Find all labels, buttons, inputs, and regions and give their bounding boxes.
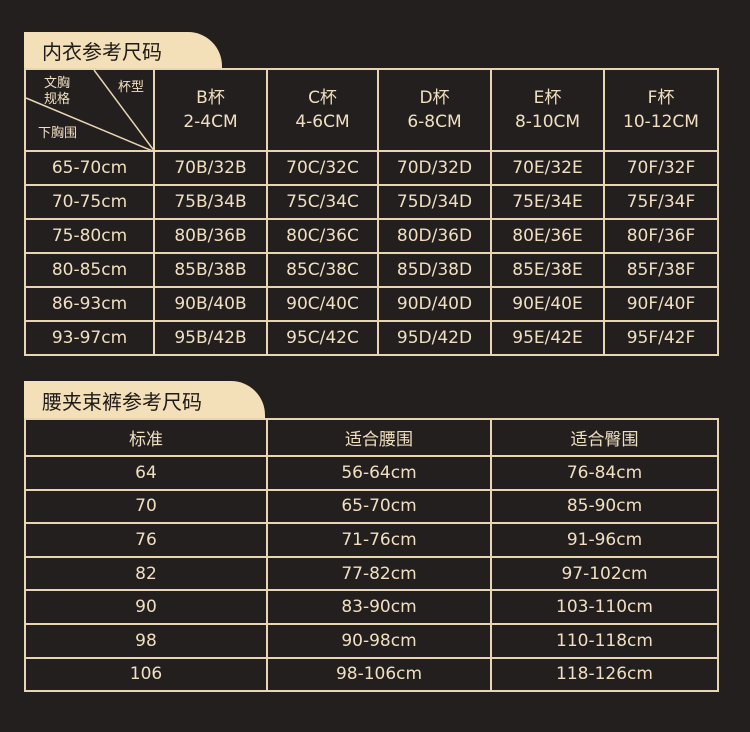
table-cell: 64 bbox=[24, 455, 268, 491]
table-cell: 75-80cm bbox=[24, 218, 155, 254]
table-cell: 83-90cm bbox=[266, 589, 492, 625]
corner-header-cell: 文胸 规格 杯型 下胸围 bbox=[24, 68, 155, 152]
table-cell: 97-102cm bbox=[490, 555, 719, 592]
table-row: 65-70cm 70B/32B 70C/32C 70D/32D 70E/32E 70F/3… bbox=[24, 150, 719, 186]
table-cell: 85D/38D bbox=[377, 252, 492, 288]
table-cell: 90 bbox=[24, 589, 268, 625]
table-cell: 76 bbox=[24, 522, 268, 558]
table-row: 106 98-106cm 118-126cm bbox=[24, 656, 719, 693]
table-cell: 82 bbox=[24, 555, 268, 592]
corner-spec-label: 文胸 规格 bbox=[44, 76, 71, 107]
table-cell: 80B/36B bbox=[153, 218, 268, 254]
table-cell: 91-96cm bbox=[490, 522, 719, 558]
table-cell: 75B/34B bbox=[153, 184, 268, 220]
table-row: 70 65-70cm 85-90cm bbox=[24, 488, 719, 525]
cup-header: E杯 8-10CM bbox=[490, 68, 605, 152]
table-cell: 80C/36C bbox=[266, 218, 379, 254]
table-row: 90 83-90cm 103-110cm bbox=[24, 589, 719, 625]
table-cell: 95F/42F bbox=[603, 320, 719, 356]
table-cell: 70E/32E bbox=[490, 150, 605, 186]
table-row: 98 90-98cm 110-118cm bbox=[24, 622, 719, 659]
table-cell: 75D/34D bbox=[377, 184, 492, 220]
table-cell: 80-85cm bbox=[24, 252, 155, 288]
table-cell: 70B/32B bbox=[153, 150, 268, 186]
table-cell: 86-93cm bbox=[24, 286, 155, 322]
corner-underbust-label: 下胸围 bbox=[38, 126, 78, 141]
table-row: 70-75cm 75B/34B 75C/34C 75D/34D 75E/34E 75F/3… bbox=[24, 184, 719, 220]
table-cell: 70F/32F bbox=[603, 150, 719, 186]
cup-range: 10-12CM bbox=[623, 112, 699, 132]
table-cell: 98-106cm bbox=[266, 656, 492, 693]
table-row: 80-85cm 85B/38B 85C/38C 85D/38D 85E/38E 85F/3… bbox=[24, 252, 719, 288]
table-cell: 71-76cm bbox=[266, 522, 492, 558]
table-cell: 95E/42E bbox=[490, 320, 605, 356]
cup-header: F杯 10-12CM bbox=[603, 68, 719, 152]
shapewear-size-table: 标准 适合腰围 适合臀围 64 56-64cm 76-84cm 70 65-70cm 85-90… bbox=[24, 418, 719, 693]
bra-size-table: 文胸 规格 杯型 下胸围 B杯 2-4CM C杯 4-6CM D杯 6-8CM E杯 8-10… bbox=[24, 68, 719, 356]
cup-name: C杯 bbox=[308, 88, 337, 108]
table-cell: 95D/42D bbox=[377, 320, 492, 356]
table-row: 86-93cm 90B/40B 90C/40C 90D/40D 90E/40E 90F/4… bbox=[24, 286, 719, 322]
column-header: 标准 bbox=[24, 418, 268, 457]
cup-name: D杯 bbox=[419, 88, 450, 108]
table-cell: 103-110cm bbox=[490, 589, 719, 625]
table-cell: 70C/32C bbox=[266, 150, 379, 186]
table-cell: 70D/32D bbox=[377, 150, 492, 186]
table-cell: 90C/40C bbox=[266, 286, 379, 322]
table-row: 82 77-82cm 97-102cm bbox=[24, 555, 719, 592]
table-row: 64 56-64cm 76-84cm bbox=[24, 455, 719, 491]
cup-name: B杯 bbox=[196, 88, 225, 108]
column-header: 适合臀围 bbox=[490, 418, 719, 457]
cup-range: 6-8CM bbox=[407, 112, 462, 132]
cup-name: F杯 bbox=[647, 88, 675, 108]
table-cell: 90F/40F bbox=[603, 286, 719, 322]
table-cell: 70 bbox=[24, 488, 268, 525]
table-cell: 90D/40D bbox=[377, 286, 492, 322]
diagonal-lines bbox=[27, 71, 152, 149]
column-header: 适合腰围 bbox=[266, 418, 492, 457]
table-cell: 118-126cm bbox=[490, 656, 719, 693]
table-cell: 75E/34E bbox=[490, 184, 605, 220]
shapewear-size-title: 腰夹束裤参考尺码 bbox=[24, 381, 265, 419]
table-cell: 90-98cm bbox=[266, 622, 492, 659]
table-cell: 110-118cm bbox=[490, 622, 719, 659]
table-cell: 77-82cm bbox=[266, 555, 492, 592]
cup-header: C杯 4-6CM bbox=[266, 68, 379, 152]
table-row: 76 71-76cm 91-96cm bbox=[24, 522, 719, 558]
table-cell: 98 bbox=[24, 622, 268, 659]
header-row: 标准 适合腰围 适合臀围 bbox=[24, 418, 719, 457]
table-row: 75-80cm 80B/36B 80C/36C 80D/36D 80E/36E 80F/3… bbox=[24, 218, 719, 254]
corner-cup-label: 杯型 bbox=[118, 80, 145, 95]
table-cell: 75C/34C bbox=[266, 184, 379, 220]
cup-range: 8-10CM bbox=[514, 112, 581, 132]
table-cell: 85E/38E bbox=[490, 252, 605, 288]
bra-size-title: 内衣参考尺码 bbox=[24, 32, 222, 69]
cup-header: B杯 2-4CM bbox=[153, 68, 268, 152]
table-cell: 65-70cm bbox=[24, 150, 155, 186]
table-cell: 93-97cm bbox=[24, 320, 155, 356]
cup-range: 2-4CM bbox=[183, 112, 238, 132]
table-cell: 106 bbox=[24, 656, 268, 693]
table-row: 93-97cm 95B/42B 95C/42C 95D/42D 95E/42E 95F/4… bbox=[24, 320, 719, 356]
table-cell: 70-75cm bbox=[24, 184, 155, 220]
table-cell: 56-64cm bbox=[266, 455, 492, 491]
table-cell: 75F/34F bbox=[603, 184, 719, 220]
table-cell: 65-70cm bbox=[266, 488, 492, 525]
cup-header: D杯 6-8CM bbox=[377, 68, 492, 152]
table-cell: 95C/42C bbox=[266, 320, 379, 356]
table-cell: 80D/36D bbox=[377, 218, 492, 254]
table-cell: 90E/40E bbox=[490, 286, 605, 322]
table-cell: 80F/36F bbox=[603, 218, 719, 254]
table-cell: 90B/40B bbox=[153, 286, 268, 322]
table-cell: 85C/38C bbox=[266, 252, 379, 288]
table-cell: 85F/38F bbox=[603, 252, 719, 288]
table-cell: 95B/42B bbox=[153, 320, 268, 356]
table-cell: 85-90cm bbox=[490, 488, 719, 525]
cup-name: E杯 bbox=[533, 88, 562, 108]
table-cell: 76-84cm bbox=[490, 455, 719, 491]
table-cell: 80E/36E bbox=[490, 218, 605, 254]
cup-range: 4-6CM bbox=[295, 112, 350, 132]
table-cell: 85B/38B bbox=[153, 252, 268, 288]
